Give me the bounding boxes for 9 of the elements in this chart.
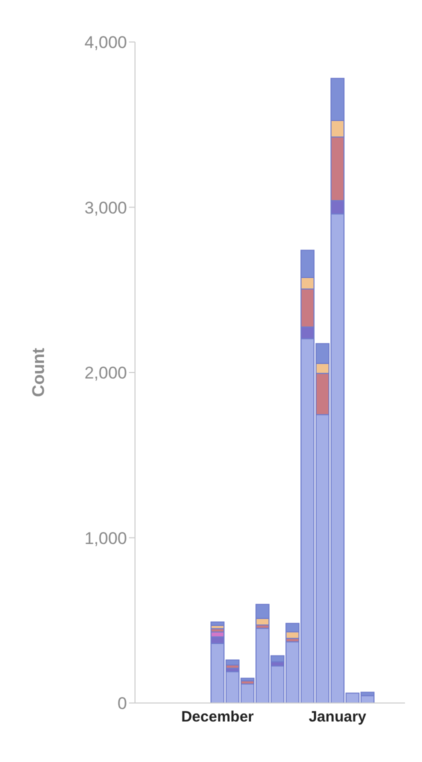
y-tick-label: 2,000	[84, 364, 127, 383]
y-tick-label: 3,000	[84, 198, 127, 218]
x-tick-label: January	[308, 708, 367, 726]
y-tick-label: 1,000	[84, 528, 127, 548]
y-axis-title: Count	[29, 348, 48, 398]
x-tick-label: December	[181, 708, 254, 726]
y-tick-label: 0	[118, 694, 127, 714]
y-tick-label: 4,000	[84, 33, 127, 52]
bar	[210, 622, 224, 626]
